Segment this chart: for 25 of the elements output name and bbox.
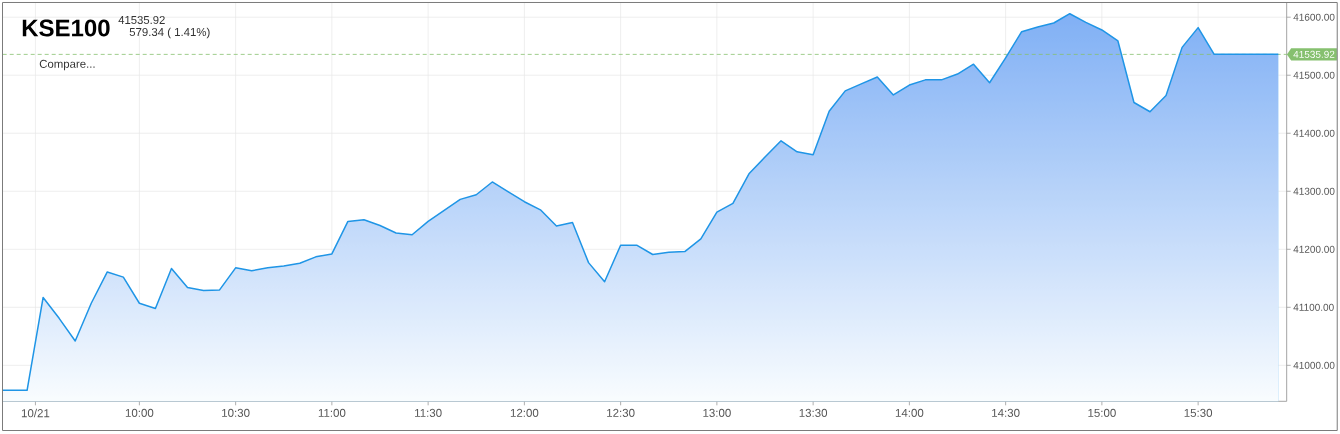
x-tick-label: 14:30 [992,408,1020,417]
x-tick-label: 12:00 [510,408,539,417]
annotation: 579.34 ( 1.41%) [129,27,210,39]
annotation: Compare... [39,59,95,71]
x-tick-label: 14:00 [895,408,924,417]
x-tick-label: 11:00 [318,408,346,417]
y-tick-label: 41300.00 [1293,187,1335,195]
x-tick-label: 10/21 [21,408,50,418]
y-tick-label: 41200.00 [1293,245,1335,253]
x-tick-label: 15:00 [1088,408,1116,417]
x-tick-label: 12:30 [607,408,635,417]
ref-line-label: 41535.92 [1293,50,1335,58]
y-tick-label: 41600.00 [1293,13,1335,21]
x-tick-label: 15:30 [1184,408,1213,417]
x-tick-label: 10:30 [222,408,250,417]
x-tick-label: 11:30 [415,408,442,417]
y-tick-label: 41100.00 [1293,303,1334,311]
text: KSE100 [22,19,110,37]
y-tick-label: 41500.00 [1293,71,1335,79]
x-tick-label: 13:00 [703,408,731,417]
y-tick-label: 41000.00 [1293,361,1335,369]
x-tick-label: 10:00 [125,408,154,417]
y-tick-label: 41400.00 [1293,129,1335,137]
text: 41535.92 [118,15,165,24]
x-tick-label: 13:30 [799,408,828,417]
